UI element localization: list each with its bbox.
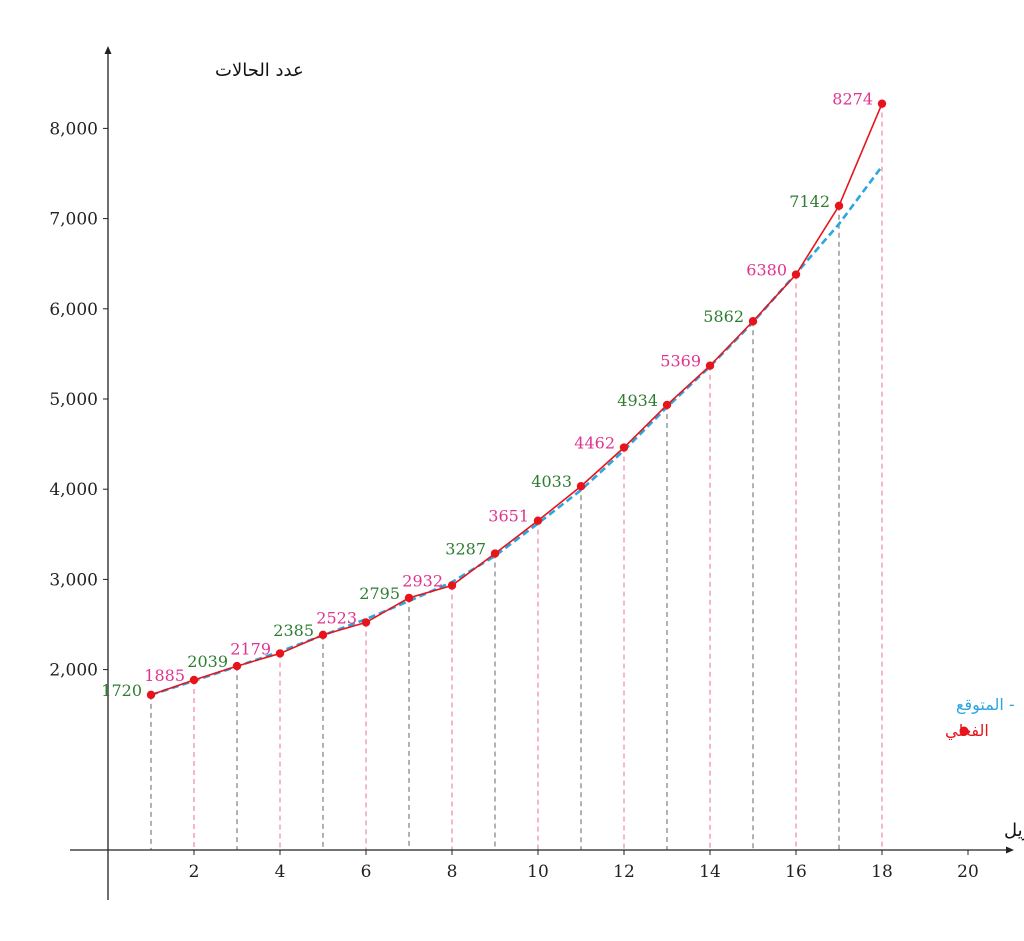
- data-label: 8274: [832, 90, 873, 109]
- actual-data-point: [533, 516, 543, 525]
- y-tick-label: 2,000: [49, 661, 98, 681]
- y-tick-label: 4,000: [49, 480, 98, 500]
- x-axis-arrow: [1006, 846, 1014, 854]
- actual-data-point: [662, 400, 672, 410]
- actual-data-point: [748, 317, 758, 326]
- y-ticks: 2,000 3,000 4,000 5,000 6,000 7,000 8,000: [49, 119, 108, 681]
- x-tick-label: 8: [447, 862, 458, 882]
- x-tick-label: 16: [785, 862, 807, 882]
- y-axis-arrow: [104, 46, 112, 54]
- data-label: 2179: [230, 639, 271, 658]
- x-tick-label: 18: [871, 862, 893, 882]
- axes: [70, 46, 1014, 900]
- x-tick-label: 10: [527, 862, 549, 882]
- legend-actual-marker: [959, 726, 969, 736]
- data-label: 4462: [574, 434, 615, 453]
- x-tick-label: 20: [957, 862, 979, 882]
- y-tick-label: 3,000: [49, 570, 98, 590]
- data-label: 2795: [359, 584, 400, 603]
- actual-data-point: [404, 593, 414, 603]
- data-label: 4934: [617, 391, 658, 410]
- data-label: 3651: [488, 507, 529, 526]
- actual-data-point: [146, 690, 156, 700]
- y-tick-label: 6,000: [49, 300, 98, 320]
- actual-data-point: [361, 618, 371, 627]
- actual-data-point: [791, 270, 801, 279]
- x-tick-label: 4: [275, 862, 286, 882]
- y-tick-label: 7,000: [49, 210, 98, 230]
- actual-series-line: [150, 103, 883, 696]
- x-tick-label: 6: [361, 862, 372, 882]
- actual-data-point: [318, 630, 328, 640]
- data-points: [146, 99, 887, 700]
- actual-data-point: [877, 99, 887, 108]
- actual-data-point: [232, 661, 242, 671]
- x-tick-label: 2: [189, 862, 200, 882]
- x-tick-label: 12: [613, 862, 635, 882]
- x-axis-title: إبريل: [1004, 820, 1024, 841]
- data-label: 5369: [660, 352, 701, 371]
- actual-data-point: [490, 549, 500, 558]
- actual-data-point: [619, 443, 629, 452]
- actual-data-point: [576, 482, 586, 491]
- data-label: 7142: [789, 192, 830, 211]
- data-label: 2385: [273, 621, 314, 640]
- data-label: 2932: [402, 572, 443, 591]
- y-tick-label: 8,000: [49, 119, 98, 139]
- actual-data-point: [275, 649, 285, 658]
- data-labels: 1720188520392179238525232795293232873651…: [101, 90, 873, 700]
- data-label: 1720: [101, 681, 142, 700]
- y-axis-title: عدد الحالات: [215, 60, 304, 81]
- legend-forecast-label: - المتوقع: [956, 695, 1015, 715]
- data-label: 2039: [187, 652, 228, 671]
- data-label: 5862: [703, 307, 744, 326]
- actual-data-point: [189, 675, 199, 685]
- data-label: 1885: [144, 666, 185, 685]
- y-tick-label: 5,000: [49, 390, 98, 410]
- actual-data-point: [447, 581, 457, 590]
- drop-lines: [150, 103, 883, 850]
- actual-data-point: [834, 201, 844, 210]
- data-label: 6380: [746, 261, 787, 280]
- actual-data-point: [705, 361, 715, 370]
- series-lines: [150, 103, 884, 697]
- x-tick-label: 14: [699, 862, 721, 882]
- forecast-series-line: [150, 165, 884, 697]
- x-ticks: 2 4 6 8 10 12 14 16 18 20: [189, 850, 979, 882]
- legend: - المتوقع الفعلي: [945, 695, 1015, 741]
- data-label: 2523: [316, 608, 357, 627]
- data-label: 4033: [531, 472, 572, 491]
- data-label: 3287: [445, 540, 486, 559]
